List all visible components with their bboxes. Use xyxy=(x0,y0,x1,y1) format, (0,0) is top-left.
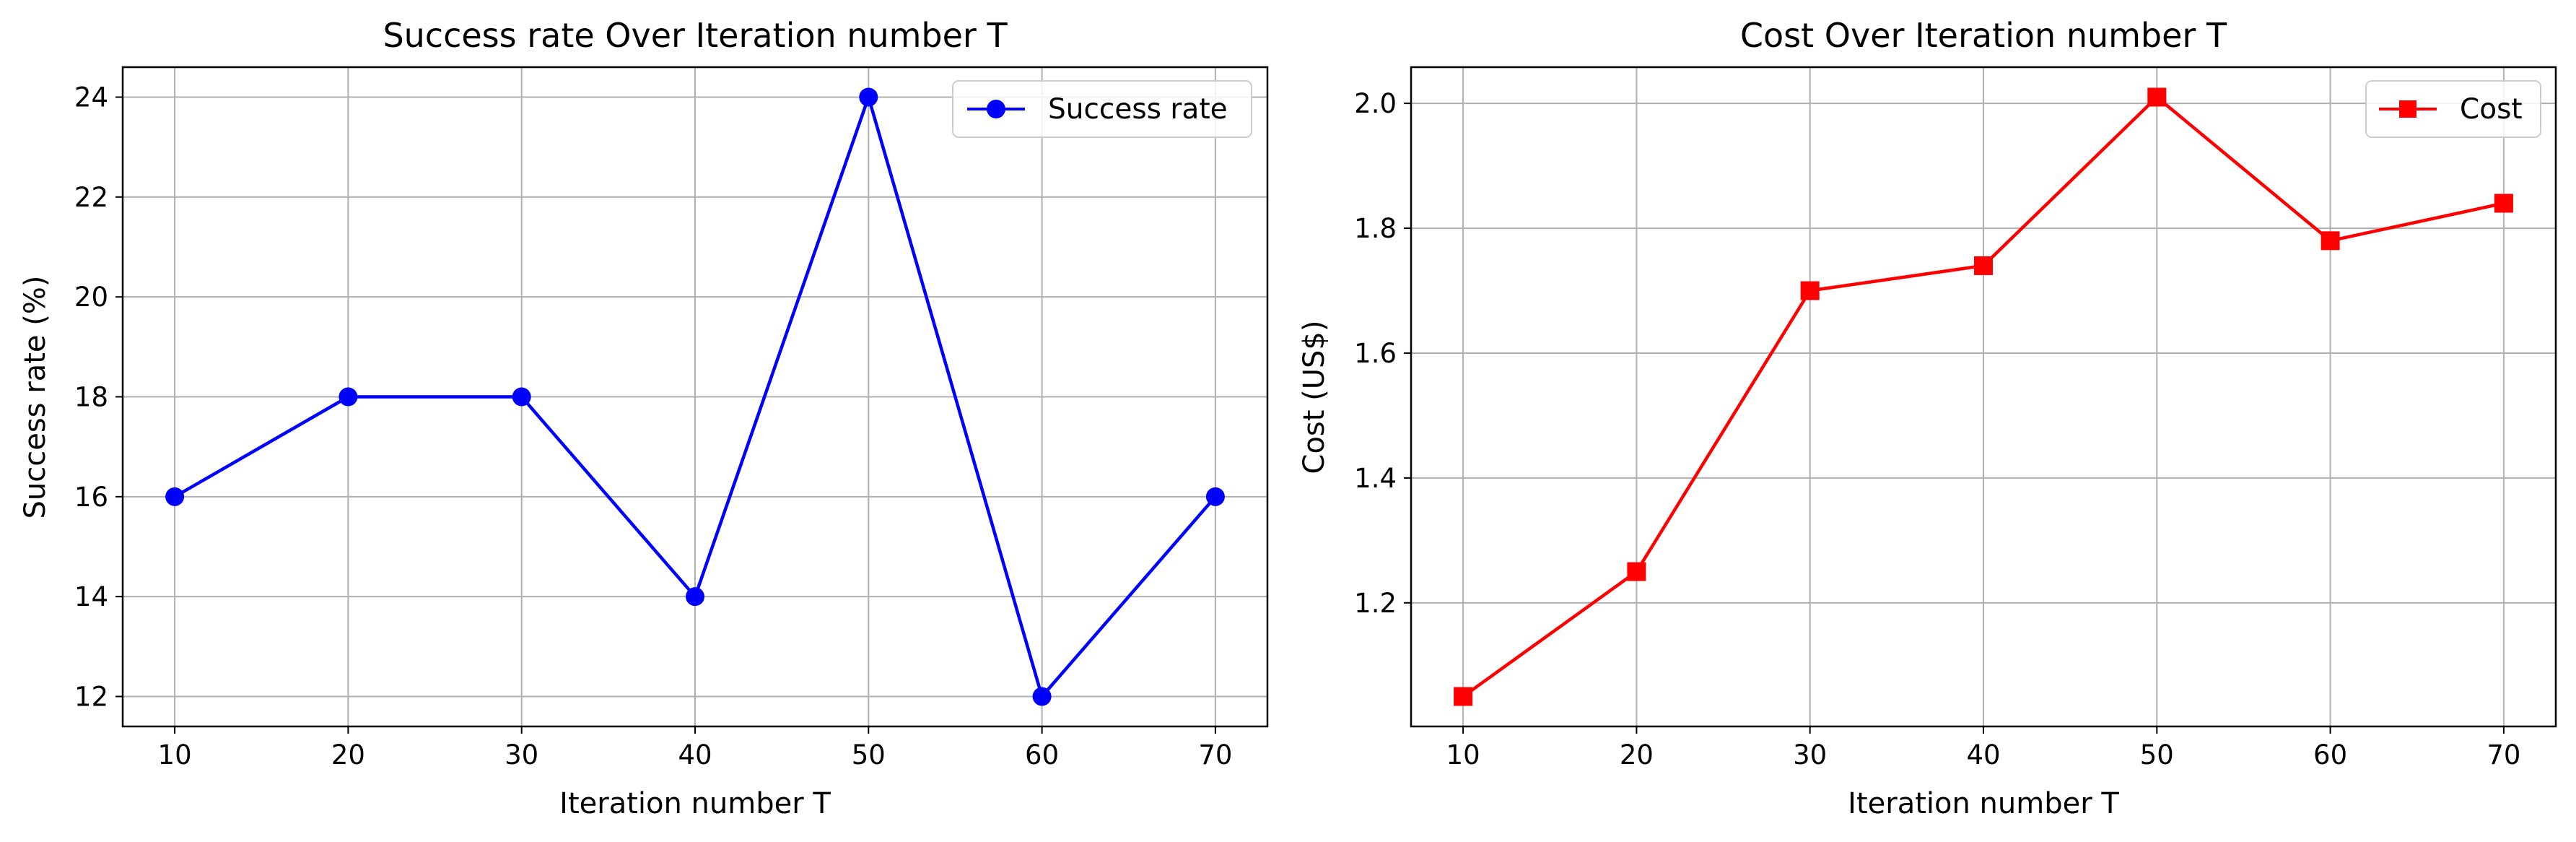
y-axis-label: Success rate (%) xyxy=(19,276,52,519)
y-tick-label: 1.6 xyxy=(1354,338,1397,369)
x-tick-label: 10 xyxy=(158,739,192,771)
x-tick-label: 60 xyxy=(1025,739,1059,771)
x-tick-label: 30 xyxy=(505,739,538,771)
legend-box xyxy=(952,80,1252,138)
legend-label: Cost xyxy=(2460,93,2523,126)
success-rate-chart: Success rate Over Iteration number T 10 2… xyxy=(19,16,1269,820)
x-axis-label: Iteration number T xyxy=(559,787,831,820)
legend: Success rate xyxy=(952,80,1252,138)
data-point-circle xyxy=(686,587,704,607)
y-tick-label: 24 xyxy=(74,82,108,113)
x-tick-label: 70 xyxy=(2487,739,2520,771)
ticks: 10 20 30 40 50 60 70 1.2 1.4 1.6 1.8 2.0 xyxy=(1354,88,2520,771)
legend-box xyxy=(2365,80,2541,138)
grid xyxy=(123,67,1267,726)
legend-label: Success rate xyxy=(1048,93,1228,126)
series-layer xyxy=(165,87,1225,706)
data-point-circle xyxy=(339,387,358,407)
y-tick-label: 18 xyxy=(74,382,108,413)
data-point-square xyxy=(1800,281,1820,300)
x-tick-label: 50 xyxy=(852,739,886,771)
x-tick-label: 50 xyxy=(2140,739,2174,771)
data-point-square xyxy=(2320,231,2340,251)
data-point-square xyxy=(1974,256,1993,275)
cost-chart: Cost Over Iteration number T 10 20 30 40 50 6… xyxy=(1298,16,2557,820)
y-tick-label: 14 xyxy=(74,581,108,612)
chart-title: Cost Over Iteration number T xyxy=(1740,16,2227,55)
y-tick-label: 12 xyxy=(74,682,108,713)
x-tick-label: 70 xyxy=(1198,739,1232,771)
x-tick-label: 10 xyxy=(1446,739,1480,771)
grid xyxy=(1411,67,2556,726)
y-tick-label: 22 xyxy=(74,182,108,213)
y-tick-label: 1.4 xyxy=(1354,463,1397,494)
data-point-circle xyxy=(859,87,878,107)
series-layer xyxy=(1454,87,2513,706)
x-tick-label: 30 xyxy=(1793,739,1827,771)
y-tick-label: 1.2 xyxy=(1354,588,1397,619)
data-point-circle xyxy=(512,387,531,407)
y-tick-label: 2.0 xyxy=(1354,88,1397,119)
y-tick-label: 20 xyxy=(74,282,108,313)
legend-marker-square xyxy=(2399,100,2416,118)
data-point-square xyxy=(2494,194,2513,213)
data-point-square xyxy=(2147,87,2167,107)
y-axis-label: Cost (US$) xyxy=(1298,321,1331,474)
x-axis-label: Iteration number T xyxy=(1848,787,2119,820)
data-point-circle xyxy=(1205,487,1225,506)
data-point-square xyxy=(1454,687,1473,706)
ticks: 10 20 30 40 50 60 70 12 14 16 18 20 22 24 xyxy=(74,82,1233,771)
x-tick-label: 20 xyxy=(331,739,365,771)
x-tick-label: 40 xyxy=(1966,739,2000,771)
x-tick-label: 20 xyxy=(1620,739,1654,771)
data-point-circle xyxy=(165,487,185,506)
data-point-square xyxy=(1627,562,1646,581)
y-tick-label: 16 xyxy=(74,482,108,513)
chart-title: Success rate Over Iteration number T xyxy=(383,16,1008,55)
x-tick-label: 60 xyxy=(2313,739,2347,771)
y-tick-label: 1.8 xyxy=(1354,213,1397,244)
data-point-circle xyxy=(1032,687,1052,706)
legend: Cost xyxy=(2365,80,2541,138)
x-tick-label: 40 xyxy=(678,739,712,771)
legend-marker-circle xyxy=(987,100,1005,118)
